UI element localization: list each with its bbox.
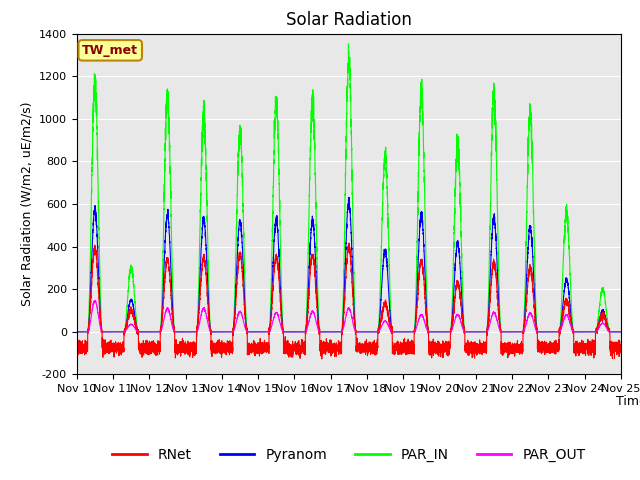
Pyranom <box>330 329 338 335</box>
RNet <box>318 356 326 362</box>
Line: PAR_IN: PAR_IN <box>77 44 621 332</box>
PAR_OUT <box>588 329 595 335</box>
RNet <box>345 240 353 246</box>
Line: RNet: RNet <box>77 243 621 359</box>
RNet <box>73 347 81 352</box>
PAR_IN <box>344 41 352 47</box>
RNet <box>594 324 602 330</box>
PAR_OUT <box>73 329 81 335</box>
PAR_IN <box>588 329 595 335</box>
Pyranom <box>617 329 625 335</box>
Y-axis label: Solar Radiation (W/m2, uE/m2/s): Solar Radiation (W/m2, uE/m2/s) <box>20 102 33 306</box>
Pyranom <box>345 194 353 200</box>
Pyranom <box>594 324 602 329</box>
PAR_OUT <box>470 329 478 335</box>
PAR_OUT <box>92 298 99 303</box>
PAR_OUT <box>258 329 266 335</box>
PAR_OUT <box>617 329 625 335</box>
PAR_IN <box>594 317 602 323</box>
RNet <box>588 344 595 350</box>
Pyranom <box>470 329 478 335</box>
Pyranom <box>73 329 81 335</box>
PAR_IN <box>258 329 266 335</box>
RNet <box>330 347 338 352</box>
Title: Solar Radiation: Solar Radiation <box>286 11 412 29</box>
Line: Pyranom: Pyranom <box>77 197 621 332</box>
PAR_OUT <box>330 329 338 335</box>
Pyranom <box>588 329 595 335</box>
RNet <box>258 344 266 350</box>
PAR_IN <box>617 329 625 335</box>
PAR_IN <box>470 329 478 335</box>
RNet <box>486 296 493 302</box>
RNet <box>471 355 479 361</box>
Pyranom <box>486 283 493 288</box>
RNet <box>617 345 625 350</box>
Line: PAR_OUT: PAR_OUT <box>77 300 621 332</box>
Legend: RNet, Pyranom, PAR_IN, PAR_OUT: RNet, Pyranom, PAR_IN, PAR_OUT <box>106 443 591 468</box>
PAR_OUT <box>594 326 602 332</box>
PAR_IN <box>330 329 338 335</box>
Pyranom <box>258 329 266 335</box>
Text: TW_met: TW_met <box>82 44 138 57</box>
PAR_OUT <box>486 321 493 327</box>
PAR_IN <box>486 226 493 231</box>
PAR_IN <box>73 329 81 335</box>
X-axis label: Time: Time <box>616 395 640 408</box>
